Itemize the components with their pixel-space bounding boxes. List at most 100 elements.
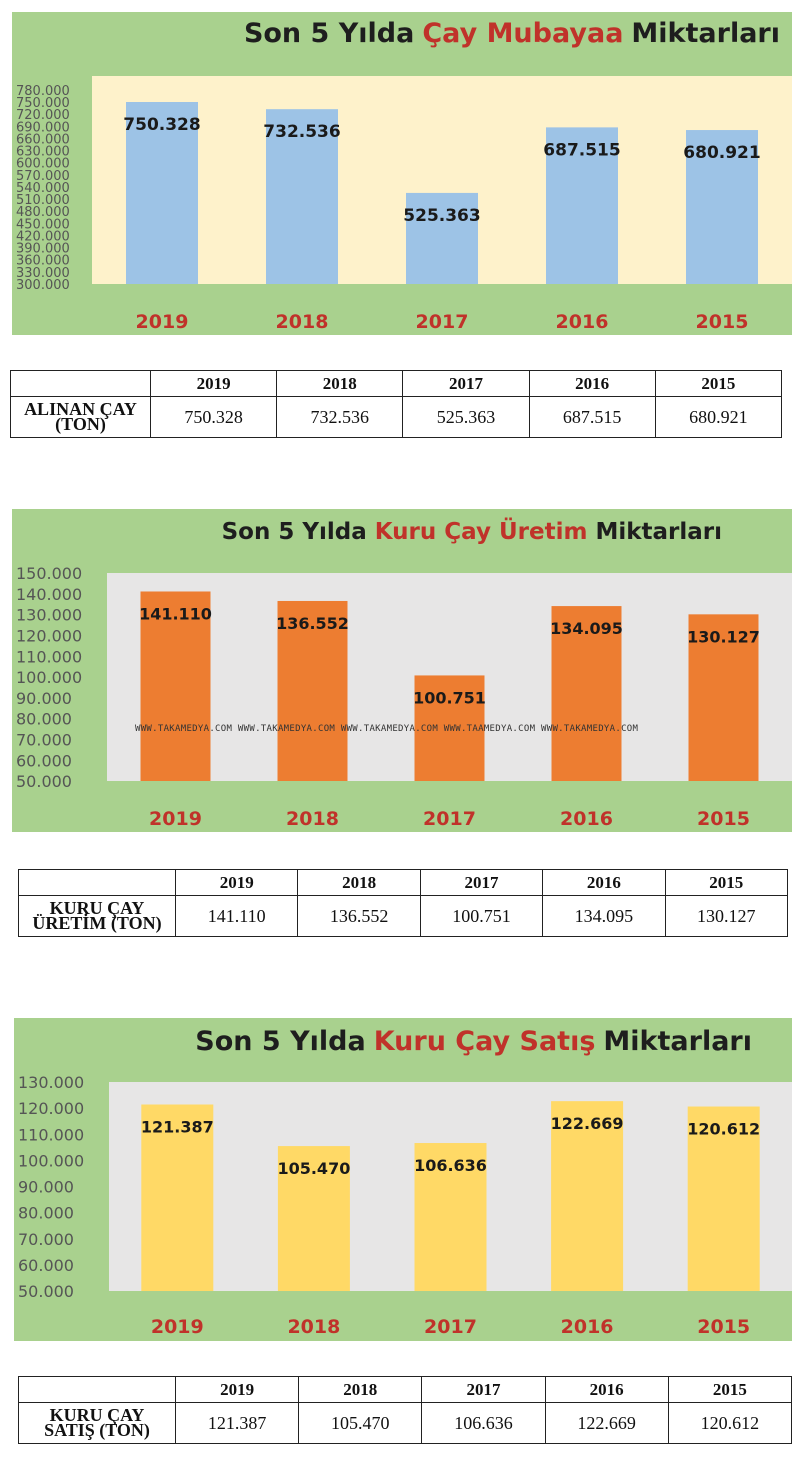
satis-table: 2019 2018 2017 2016 2015 KURU ÇAY SATIŞ (… (18, 1376, 793, 1444)
y-tick-label: 110.000 (18, 1125, 84, 1144)
y-tick-label: 110.000 (16, 647, 82, 666)
mubayaa-chart-panel: Son 5 Yılda Çay Mubayaa Miktarları 780.000… (12, 12, 792, 335)
y-tick-label: 360.000 (16, 254, 70, 269)
y-tick-label: 540.000 (16, 181, 70, 196)
data-label: 525.363 (403, 206, 480, 226)
y-tick-label: 120.000 (18, 1099, 84, 1118)
data-label: 732.536 (263, 122, 340, 142)
bar (277, 600, 348, 781)
year-header: 2019 (174, 869, 299, 896)
x-tick-label: 2016 (561, 1316, 614, 1338)
y-tick-label: 130.000 (18, 1073, 84, 1092)
data-label: 680.921 (683, 143, 760, 163)
x-tick-label: 2018 (276, 311, 329, 333)
uretim-chart-panel: Son 5 Yılda Kuru Çay Üretim Miktarları 150… (12, 509, 792, 832)
bar (141, 1104, 214, 1291)
y-tick-label: 720.000 (16, 108, 70, 123)
table-cell: 687.515 (528, 396, 656, 438)
x-tick-label: 2016 (560, 808, 613, 830)
table-cell: 120.612 (667, 1402, 793, 1444)
data-label: 120.612 (687, 1120, 760, 1139)
data-label: 100.751 (413, 688, 486, 707)
year-header: 2017 (421, 1376, 546, 1403)
y-tick-label: 100.000 (18, 1151, 84, 1170)
bar (414, 675, 485, 781)
bar (414, 1143, 487, 1291)
watermark: WWW.TAKAMEDYA.COM WWW.TAKAMEDYA.COM WWW.… (135, 724, 639, 734)
table-cell: 141.110 (174, 895, 299, 937)
y-tick-label: 390.000 (16, 242, 70, 257)
bar (126, 101, 198, 284)
y-tick-label: 600.000 (16, 157, 70, 172)
y-tick-label: 90.000 (18, 1178, 74, 1197)
data-label: 134.095 (550, 619, 623, 638)
y-tick-label: 130.000 (16, 606, 82, 625)
year-header: 2015 (664, 869, 789, 896)
satis-chart-title: Son 5 Yılda Kuru Çay Satış Miktarları (195, 1026, 752, 1057)
y-tick-label: 50.000 (18, 1282, 74, 1301)
year-header: 2017 (419, 869, 544, 896)
x-tick-label: 2019 (136, 311, 189, 333)
y-tick-label: 150.000 (16, 564, 82, 583)
table-cell: 121.387 (174, 1402, 300, 1444)
bar (140, 591, 211, 781)
year-header: 2019 (149, 370, 278, 397)
y-tick-label: 330.000 (16, 266, 70, 281)
table-corner (10, 370, 151, 397)
bar (687, 1106, 760, 1291)
y-tick-label: 450.000 (16, 217, 70, 232)
y-tick-label: 80.000 (16, 710, 72, 729)
y-tick-label: 750.000 (16, 96, 70, 111)
data-label: 750.328 (123, 115, 200, 135)
mubayaa-bar-chart: 780.000750.000720.000690.000660.000630.0… (16, 76, 792, 333)
table-corner (18, 869, 176, 896)
year-header: 2019 (174, 1376, 300, 1403)
table-cell: 136.552 (297, 895, 421, 937)
y-tick-label: 510.000 (16, 193, 70, 208)
year-header: 2017 (402, 370, 530, 397)
table-cell: 105.470 (298, 1402, 423, 1444)
table-cell: 680.921 (654, 396, 783, 438)
data-label: 130.127 (687, 627, 760, 646)
x-tick-label: 2017 (424, 1316, 477, 1338)
year-header: 2015 (654, 370, 783, 397)
table-cell: 134.095 (542, 895, 666, 937)
x-tick-label: 2018 (287, 1316, 340, 1338)
bar (277, 1146, 350, 1291)
bar (688, 614, 759, 781)
x-tick-label: 2018 (286, 808, 339, 830)
y-tick-label: 90.000 (16, 689, 72, 708)
y-tick-label: 660.000 (16, 132, 70, 147)
row-label: ALINAN ÇAY (TON) (10, 396, 151, 438)
year-header: 2016 (528, 370, 656, 397)
y-tick-label: 420.000 (16, 229, 70, 244)
data-label: 136.552 (276, 614, 349, 633)
year-header: 2016 (544, 1376, 669, 1403)
bar (266, 109, 338, 284)
x-tick-label: 2016 (556, 311, 609, 333)
table-cell: 750.328 (149, 396, 278, 438)
uretim-chart-title: Son 5 Yılda Kuru Çay Üretim Miktarları (221, 519, 722, 545)
data-label: 121.387 (141, 1118, 214, 1137)
table-cell: 122.669 (544, 1402, 669, 1444)
mubayaa-chart-title: Son 5 Yılda Çay Mubayaa Miktarları (243, 18, 780, 49)
table-cell: 732.536 (276, 396, 404, 438)
row-label: KURU ÇAY SATIŞ (TON) (18, 1402, 176, 1444)
data-label: 141.110 (139, 604, 212, 623)
data-label: 105.470 (277, 1159, 350, 1178)
year-header: 2018 (276, 370, 404, 397)
x-tick-label: 2017 (423, 808, 476, 830)
x-tick-label: 2015 (697, 1316, 750, 1338)
table-cell: 525.363 (402, 396, 530, 438)
table-cell: 106.636 (421, 1402, 546, 1444)
mubayaa-table: 2019 2018 2017 2016 2015 ALINAN ÇAY (TON)… (10, 370, 783, 438)
year-header: 2018 (298, 1376, 423, 1403)
y-tick-label: 120.000 (16, 626, 82, 645)
y-tick-label: 70.000 (18, 1230, 74, 1249)
x-tick-label: 2019 (151, 1316, 204, 1338)
satis-bar-chart: 130.000 120.000 110.000 100.000 90.000 80.000… (18, 1073, 792, 1338)
data-label: 106.636 (414, 1156, 487, 1175)
bar (551, 1101, 624, 1291)
y-tick-label: 60.000 (18, 1256, 74, 1275)
data-label: 687.515 (543, 140, 620, 160)
